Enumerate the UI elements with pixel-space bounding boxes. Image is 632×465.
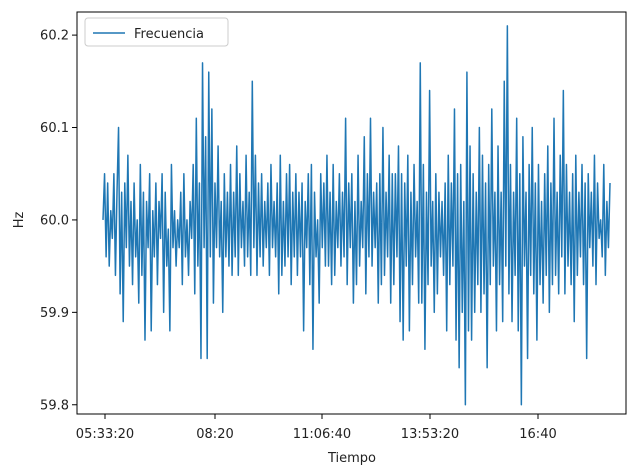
x-tick-label: 05:33:20 xyxy=(76,427,134,442)
y-tick-label: 59.8 xyxy=(40,398,69,413)
y-tick-label: 59.9 xyxy=(40,306,69,321)
legend: Frecuencia xyxy=(84,17,229,47)
x-axis-ticks: 05:33:20 08:20 11:06:40 13:53:20 16:40 xyxy=(76,414,557,442)
x-tick-label: 13:53:20 xyxy=(401,427,459,442)
series-line-frecuencia xyxy=(102,25,611,406)
legend-label: Frecuencia xyxy=(134,27,204,42)
x-tick-label: 11:06:40 xyxy=(293,427,351,442)
legend-box xyxy=(84,17,229,47)
y-axis-ticks: 59.8 59.9 60.0 60.1 60.2 xyxy=(40,29,77,413)
y-axis-label: Hz xyxy=(12,212,27,229)
y-tick-label: 60.2 xyxy=(40,29,69,44)
x-tick-label: 08:20 xyxy=(196,427,233,442)
x-axis-label: Tiempo xyxy=(327,451,376,465)
x-tick-label: 16:40 xyxy=(519,427,556,442)
y-tick-label: 60.0 xyxy=(40,213,69,228)
y-tick-label: 60.1 xyxy=(40,121,69,136)
